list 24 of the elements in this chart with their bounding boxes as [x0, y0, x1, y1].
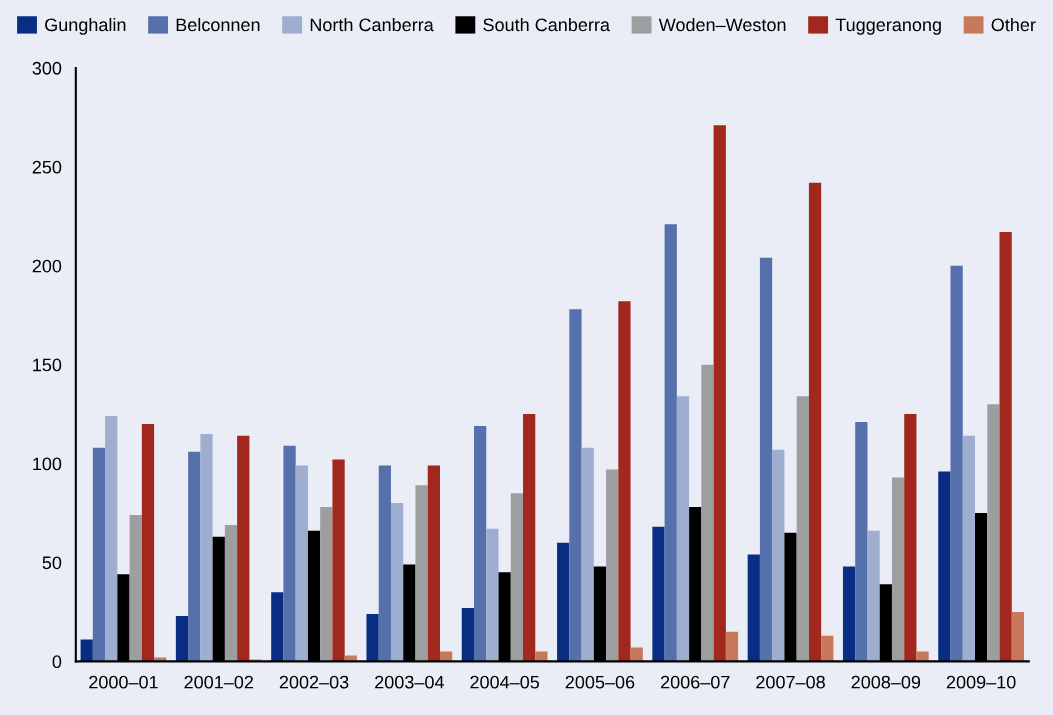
- legend-label: North Canberra: [310, 17, 434, 32]
- x-tick-label: 2006–07: [661, 675, 730, 689]
- legend-label: Woden–Weston: [658, 17, 786, 32]
- y-tick-label: 250: [32, 160, 62, 174]
- legend-label: Belconnen: [176, 17, 260, 32]
- legend-label: Gunghalin: [45, 17, 126, 35]
- x-tick-label: 2001–02: [184, 675, 253, 689]
- y-tick-label: 300: [32, 61, 62, 75]
- y-tick-label: 150: [33, 358, 62, 372]
- y-tick-label: 100: [33, 457, 62, 471]
- x-tick-label: 2002–03: [279, 675, 349, 689]
- x-tick-label: 2009–10: [946, 675, 1016, 689]
- x-tick-label: 2004–05: [470, 675, 540, 689]
- x-tick-label: 2008–09: [851, 675, 921, 689]
- legend-label: South Canberra: [483, 17, 610, 32]
- x-tick-label: 2005–06: [565, 675, 635, 689]
- legend-label: Other: [991, 17, 1036, 32]
- x-tick-label: 2003–04: [375, 675, 444, 689]
- y-tick-label: 50: [42, 556, 62, 570]
- x-tick-label: 2007–08: [756, 675, 825, 689]
- y-tick-label: 200: [32, 259, 62, 273]
- x-tick-label: 2000–01: [89, 675, 158, 689]
- y-tick-label: 0: [52, 655, 62, 669]
- legend-label: Tuggeranong: [835, 18, 941, 35]
